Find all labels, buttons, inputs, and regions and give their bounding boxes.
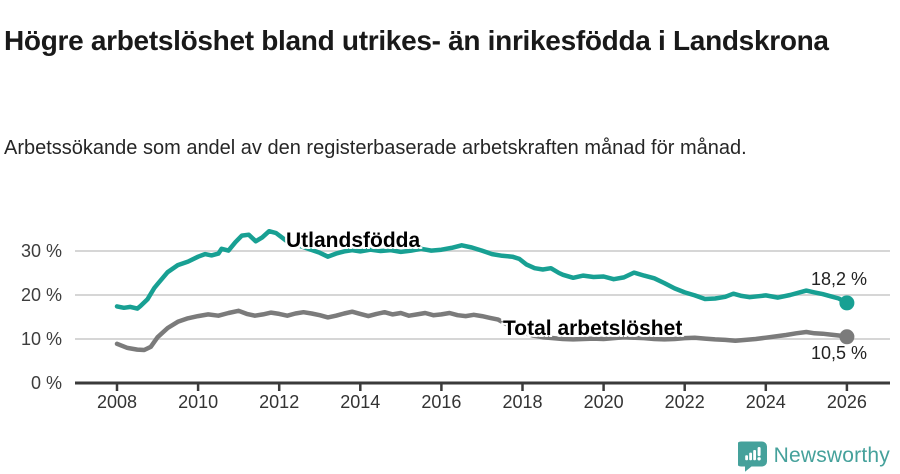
x-axis-tick-label: 2010	[178, 392, 219, 412]
series-label-utlandsfodda: Utlandsfödda	[286, 229, 421, 252]
newsworthy-logo-icon	[737, 441, 767, 472]
y-axis-tick-label: 0 %	[30, 373, 62, 393]
series-label-total-arbetsloshet: Total arbetslöshet	[503, 317, 683, 340]
y-axis-tick-label: 30 %	[20, 241, 62, 261]
page-title: Högre arbetslöshet bland utrikes- än inr…	[4, 24, 829, 56]
x-axis-tick-label: 2014	[340, 392, 381, 412]
end-value-label-utlandsfodda: 18,2 %	[810, 269, 867, 289]
newsworthy-attribution[interactable]: Newsworthy	[737, 440, 890, 472]
x-axis-tick-label: 2020	[583, 392, 624, 412]
x-axis-tick-label: 2016	[421, 392, 462, 412]
y-axis-tick-label: 20 %	[20, 285, 62, 305]
newsworthy-brand-name[interactable]: Newsworthy	[773, 444, 890, 467]
x-axis-tick-label: 2026	[826, 392, 867, 412]
y-axis-tick-label: 10 %	[20, 329, 62, 349]
x-axis-tick-label: 2022	[664, 392, 705, 412]
x-axis-tick-label: 2008	[96, 392, 138, 412]
end-value-label-total: 10,5 %	[810, 343, 867, 363]
chart-subtitle: Arbetssökande som andel av den registerb…	[4, 137, 747, 159]
x-axis-tick-label: 2012	[259, 392, 300, 412]
x-axis-tick-label: 2018	[502, 392, 543, 412]
x-axis-tick-label: 2024	[745, 392, 786, 412]
